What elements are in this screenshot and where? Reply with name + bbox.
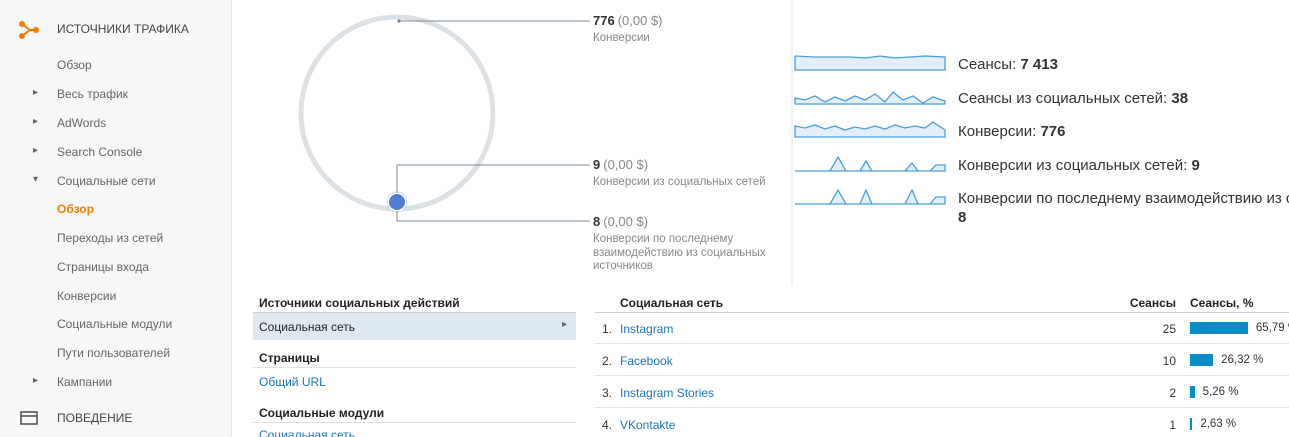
funnel-caption: Конверсии из социальных сетей xyxy=(593,176,766,188)
row-name[interactable]: Instagram xyxy=(620,321,674,336)
nav-item[interactable]: Кампании xyxy=(57,375,113,389)
share-label: 26,32 % xyxy=(1221,353,1264,366)
group-title: Социальные модули xyxy=(259,405,385,420)
nav-item[interactable]: Социальные модули xyxy=(57,317,173,331)
expand-arrow[interactable]: ▸ xyxy=(33,375,39,386)
row-rank: 3. xyxy=(602,385,613,400)
metric: Сеансы: 7 413 xyxy=(958,55,1288,74)
share-label: 5,26 % xyxy=(1202,385,1239,398)
nav-item[interactable]: Весь трафик xyxy=(57,87,128,101)
row-rule xyxy=(595,343,1289,344)
callout-line xyxy=(396,211,590,222)
metric-value: 38 xyxy=(1171,90,1189,107)
nav-item[interactable]: Страницы входа xyxy=(57,260,149,274)
funnel-value-row: 776 (0,00 $) xyxy=(593,13,663,28)
panel-rule xyxy=(253,367,576,368)
metric: Сеансы из социальных сетей: 38 xyxy=(958,89,1288,108)
panel-rule xyxy=(253,312,576,313)
panel-title: Источники социальных действий xyxy=(259,295,460,310)
row-sessions: 10 xyxy=(1162,353,1176,368)
metric: Конверсии из социальных сетей: 9 xyxy=(958,156,1288,175)
funnel-caption: Конверсии xyxy=(593,32,650,44)
nav-item[interactable]: Конверсии xyxy=(57,289,117,303)
column-header: Сеансы, % xyxy=(1190,295,1254,310)
funnel-value-row: 9 (0,00 $) xyxy=(593,157,648,172)
share-bar xyxy=(1190,418,1193,430)
row-name[interactable]: VKontakte xyxy=(620,417,676,432)
group-link[interactable]: Общий URL xyxy=(259,374,326,389)
metric-label: Конверсии из социальных сетей: xyxy=(958,157,1188,174)
nav-item[interactable]: Переходы из сетей xyxy=(57,231,164,245)
expand-arrow[interactable]: ▸ xyxy=(33,145,39,156)
expand-arrow[interactable]: ▾ xyxy=(33,174,39,185)
nav-item[interactable]: Обзор xyxy=(57,58,92,72)
share-bar xyxy=(1190,386,1195,398)
row-sessions: 25 xyxy=(1162,321,1176,336)
nav-item[interactable]: Search Console xyxy=(57,145,143,159)
row-sessions: 1 xyxy=(1169,417,1176,432)
row-rank: 2. xyxy=(602,353,613,368)
row-rule xyxy=(595,375,1289,376)
funnel-extra: (0,00 $) xyxy=(603,214,649,229)
funnel-value: 9 xyxy=(593,157,601,172)
row-rank: 1. xyxy=(602,321,613,336)
metric: Конверсии по последнему взаимодействию и… xyxy=(958,189,1289,227)
funnel-caption: взаимодействию из социальных xyxy=(593,246,766,259)
funnel-extra: (0,00 $) xyxy=(603,157,649,172)
sparklines xyxy=(794,55,946,205)
share-bar xyxy=(1190,354,1214,366)
column-header: Сеансы xyxy=(1129,295,1176,310)
sidebar: ИСТОЧНИКИ ТРАФИКА Обзор ▸ Весь трафик ▸ AdWor… xyxy=(0,0,232,437)
selected-source[interactable]: Социальная сеть ▸ xyxy=(253,313,576,340)
nav-item[interactable]: AdWords xyxy=(57,116,107,130)
metric-value: 776 xyxy=(1040,123,1066,140)
metric-value: 8 xyxy=(958,209,967,226)
metric-label: Конверсии по последнему взаимодействию и… xyxy=(958,190,1289,207)
row-name[interactable]: Facebook xyxy=(620,353,673,368)
share-label: 65,79 % xyxy=(1255,321,1289,334)
group-title: Страницы xyxy=(259,350,320,365)
expand-arrow[interactable]: ▸ xyxy=(33,87,39,98)
row-rank: 4. xyxy=(602,417,613,432)
metric-label: Конверсии: xyxy=(958,123,1037,140)
funnel-extra: (0,00 $) xyxy=(617,13,663,28)
share-bar xyxy=(1190,322,1248,334)
metric-value: 9 xyxy=(1191,157,1200,174)
funnel-caption: источников xyxy=(593,260,653,272)
row-rule xyxy=(595,407,1289,408)
nav-item[interactable]: Пути пользователей xyxy=(57,346,171,360)
traffic-icon xyxy=(19,21,39,39)
selected-label[interactable]: Социальная сеть xyxy=(259,320,355,334)
nav-item[interactable]: Социальные сети xyxy=(57,174,156,188)
expand-arrow[interactable]: ▸ xyxy=(33,116,39,127)
share-label: 2,63 % xyxy=(1200,417,1237,430)
metric-label: Сеансы из социальных сетей: xyxy=(958,90,1168,107)
funnel-caption: Конверсии по последнему xyxy=(593,233,734,245)
nav-item[interactable]: Обзор xyxy=(57,202,94,216)
behavior-icon xyxy=(20,411,38,425)
row-sessions: 2 xyxy=(1169,385,1176,400)
group-link[interactable]: Социальная сеть xyxy=(259,427,355,437)
row-name[interactable]: Instagram Stories xyxy=(620,385,715,400)
sidebar-heading[interactable]: ПОВЕДЕНИЕ xyxy=(57,411,133,425)
panel-rule xyxy=(253,422,576,423)
funnel-value: 776 xyxy=(593,13,615,28)
metric: Конверсии: 776 xyxy=(958,122,1288,141)
selected-arrow: ▸ xyxy=(562,319,568,330)
funnel-dot-social xyxy=(389,194,405,210)
metric-value: 7 413 xyxy=(1020,56,1058,73)
callout-line xyxy=(396,164,590,193)
column-header: Социальная сеть xyxy=(620,295,724,310)
table-rule xyxy=(595,312,1289,313)
sidebar-heading[interactable]: ИСТОЧНИКИ ТРАФИКА xyxy=(57,22,189,36)
funnel-value-row: 8 (0,00 $) xyxy=(593,214,648,229)
metric-label: Сеансы: xyxy=(958,56,1017,73)
funnel-value: 8 xyxy=(593,214,601,229)
